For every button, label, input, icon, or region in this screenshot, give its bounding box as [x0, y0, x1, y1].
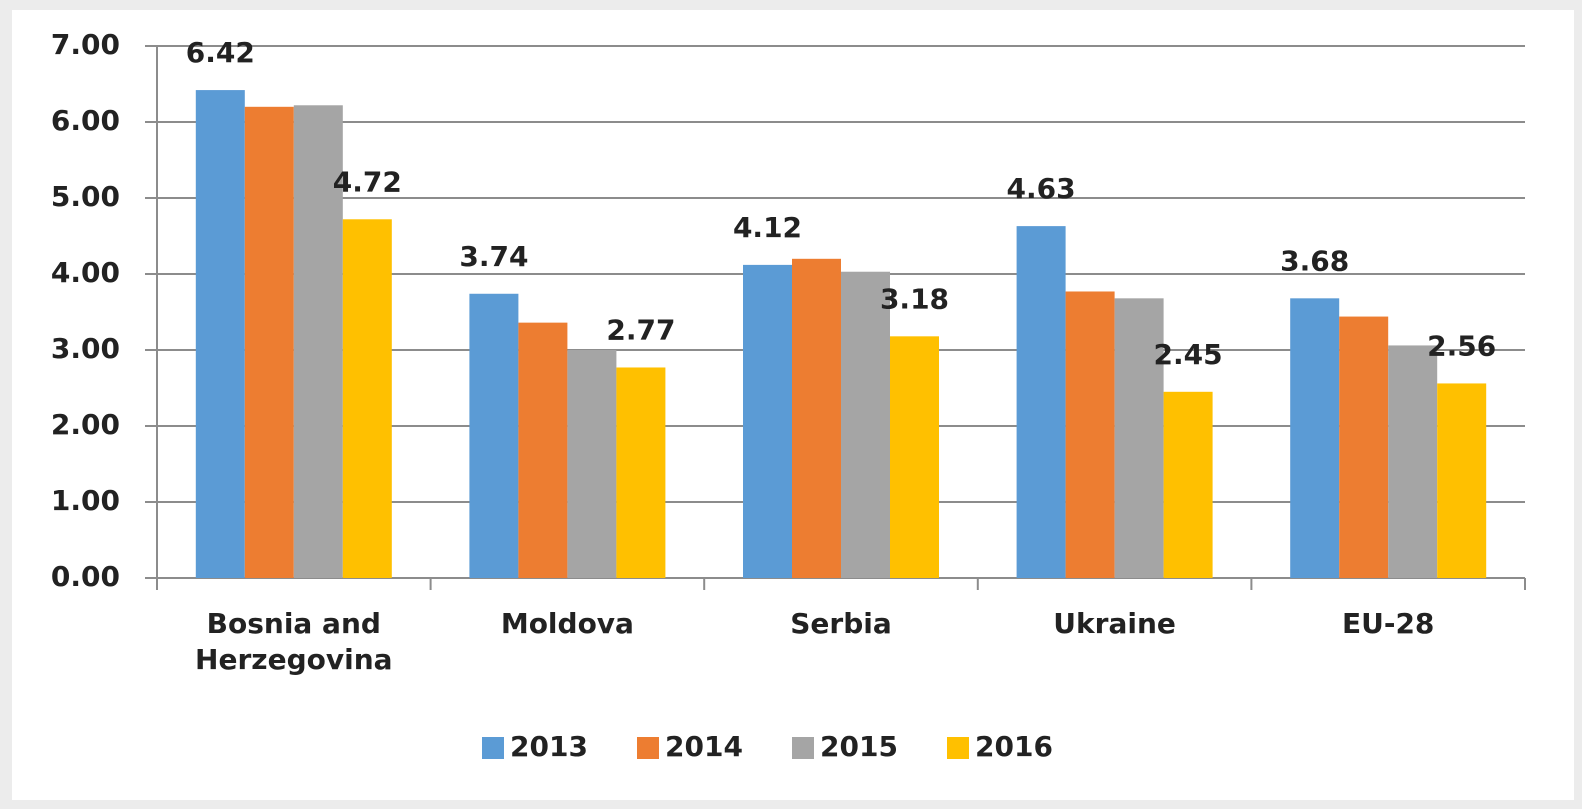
x-tick-label: EU-28	[1341, 607, 1435, 640]
bar	[244, 106, 294, 579]
x-tick-label: Serbia	[790, 607, 892, 640]
x-tick-label: Bosnia and Herzegovina	[195, 607, 393, 676]
bar	[841, 271, 890, 578]
legend-swatch	[482, 737, 504, 759]
x-tick-label: Ukraine	[1053, 607, 1176, 640]
chart: 0.00 1.00 2.00 3.00 4.00 5.00 6.00 7.00 6.42 4.72…	[51, 28, 1526, 763]
y-tick-label: 1.00	[51, 484, 120, 517]
x-tick-label: Moldova	[500, 607, 634, 640]
bar	[1114, 298, 1164, 578]
legend-label: 2015	[820, 730, 898, 763]
legend-label: 2013	[510, 730, 588, 763]
bar	[890, 336, 939, 578]
data-label: 3.68	[1280, 244, 1349, 277]
bar	[293, 105, 343, 578]
bar	[1388, 345, 1438, 578]
y-tick-label: 0.00	[51, 560, 120, 593]
bar	[1016, 226, 1066, 578]
bar	[1290, 298, 1340, 578]
bar	[616, 367, 666, 578]
y-tick-label: 6.00	[51, 104, 120, 137]
data-label: 2.56	[1427, 329, 1496, 362]
data-label: 6.42	[186, 36, 255, 69]
bar	[1339, 316, 1389, 578]
data-label: 2.45	[1154, 338, 1223, 371]
legend-label: 2014	[665, 730, 743, 763]
data-label: 3.74	[459, 240, 528, 273]
bar	[469, 293, 519, 578]
bar	[567, 350, 617, 578]
bar	[1437, 383, 1487, 578]
bar	[342, 219, 392, 578]
y-tick-label: 4.00	[51, 256, 120, 289]
y-tick-label: 2.00	[51, 408, 120, 441]
legend-swatch	[792, 737, 814, 759]
legend-swatch	[637, 737, 659, 759]
y-tick-label: 3.00	[51, 332, 120, 365]
bar	[195, 90, 245, 578]
legend-swatch	[947, 737, 969, 759]
chart-frame: 0.00 1.00 2.00 3.00 4.00 5.00 6.00 7.00 6.42 4.72…	[12, 10, 1574, 800]
y-tick-label: 7.00	[51, 28, 120, 61]
bar	[518, 322, 568, 578]
bar	[1065, 291, 1115, 578]
bar	[1163, 391, 1213, 578]
data-label: 2.77	[606, 313, 675, 346]
legend-label: 2016	[975, 730, 1053, 763]
data-label: 4.72	[333, 165, 402, 198]
data-label: 4.12	[733, 211, 802, 244]
bar	[743, 264, 792, 578]
bar	[792, 258, 841, 578]
y-tick-label: 5.00	[51, 180, 120, 213]
data-label: 4.63	[1007, 172, 1076, 205]
data-label: 3.18	[880, 282, 949, 315]
